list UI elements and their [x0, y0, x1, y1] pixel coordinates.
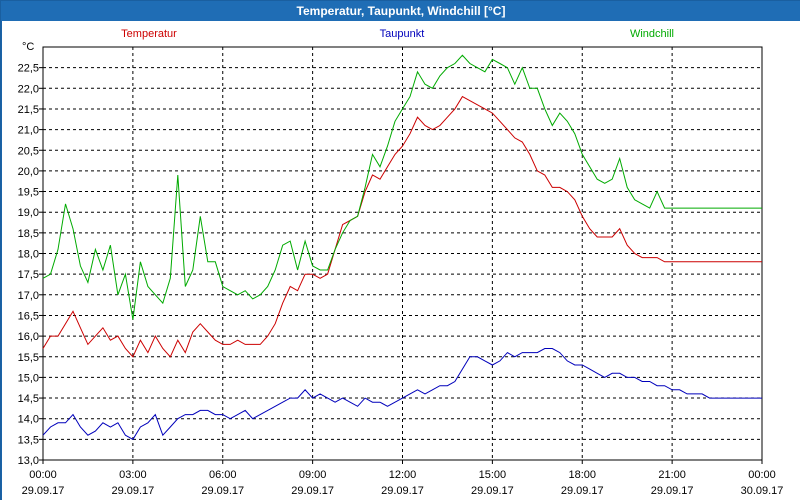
- x-tick-time-label: 18:00: [568, 469, 596, 481]
- x-tick-date-label: 29.09.17: [471, 485, 514, 497]
- y-tick-label: 20,5: [18, 145, 39, 157]
- x-tick-date-label: 29.09.17: [291, 485, 334, 497]
- x-tick-time-label: 21:00: [658, 469, 686, 481]
- y-tick-label: 20,0: [18, 166, 39, 178]
- y-tick-label: 15,0: [18, 372, 39, 384]
- series-line-taupunkt: [42, 348, 762, 441]
- y-tick-label: 21,5: [18, 104, 39, 116]
- chart-svg: °C 13,0 13,5 14,0 14,5 15,0 15,5 16,0 16,5 17,0 1…: [18, 28, 784, 497]
- x-tick-date-label: 29.09.17: [22, 485, 65, 497]
- y-tick-label: 18,5: [18, 228, 39, 240]
- x-axis: 00:00 29.09.17 03:00 29.09.17 06:00 29.09.17 0…: [22, 460, 784, 497]
- grid-lines: [43, 47, 762, 460]
- x-tick-time-label: 06:00: [209, 469, 237, 481]
- y-axis-label: °C: [22, 41, 34, 53]
- series-layer: [42, 54, 762, 441]
- x-tick-date-label: 29.09.17: [111, 485, 154, 497]
- x-tick-date-label: 30.09.17: [741, 485, 784, 497]
- window-title: Temperatur, Taupunkt, Windchill [°C]: [1, 1, 800, 21]
- y-tick-label: 18,0: [18, 249, 39, 261]
- legend-label-temperatur: Temperatur: [121, 28, 177, 40]
- x-tick-date-label: 29.09.17: [381, 485, 424, 497]
- x-tick-time-label: 03:00: [119, 469, 147, 481]
- x-tick-time-label: 00:00: [748, 469, 776, 481]
- y-tick-label: 13,0: [18, 455, 39, 467]
- x-tick-date-label: 29.09.17: [561, 485, 604, 497]
- x-tick-date-label: 29.09.17: [201, 485, 244, 497]
- y-tick-label: 22,5: [18, 63, 39, 75]
- legend-label-taupunkt: Taupunkt: [380, 28, 425, 40]
- y-tick-label: 17,0: [18, 290, 39, 302]
- x-tick-time-label: 09:00: [299, 469, 327, 481]
- chart-panel: °C 13,0 13,5 14,0 14,5 15,0 15,5 16,0 16,5 17,0 1…: [2, 21, 800, 500]
- x-tick-time-label: 12:00: [389, 469, 417, 481]
- y-tick-label: 17,5: [18, 269, 39, 281]
- y-tick-label: 22,0: [18, 83, 39, 95]
- x-tick-time-label: 15:00: [479, 469, 507, 481]
- y-tick-label: 13,5: [18, 434, 39, 446]
- legend: Temperatur Taupunkt Windchill: [121, 28, 674, 40]
- legend-label-windchill: Windchill: [630, 28, 674, 40]
- series-line-windchill: [42, 54, 762, 320]
- y-tick-label: 15,5: [18, 352, 39, 364]
- y-tick-label: 16,5: [18, 310, 39, 322]
- y-tick-label: 14,0: [18, 414, 39, 426]
- y-tick-label: 19,5: [18, 187, 39, 199]
- y-tick-label: 19,0: [18, 207, 39, 219]
- y-tick-label: 14,5: [18, 393, 39, 405]
- x-tick-date-label: 29.09.17: [651, 485, 694, 497]
- x-tick-time-label: 00:00: [29, 469, 57, 481]
- y-axis: °C 13,0 13,5 14,0 14,5 15,0 15,5 16,0 16,5 17,0 1…: [18, 41, 43, 467]
- series-line-temperatur: [42, 95, 762, 358]
- y-tick-label: 16,0: [18, 331, 39, 343]
- y-tick-label: 21,0: [18, 125, 39, 137]
